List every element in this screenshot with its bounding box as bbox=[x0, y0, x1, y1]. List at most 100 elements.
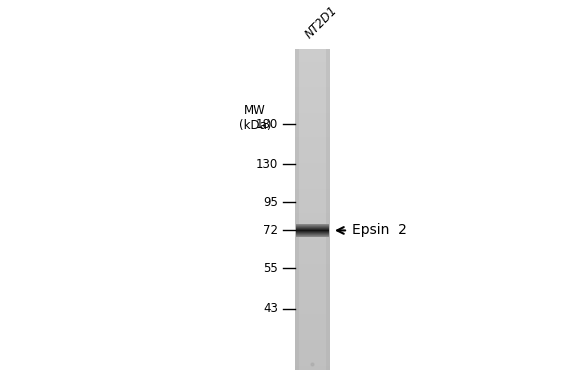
Bar bbox=[295, 52, 330, 54]
Bar bbox=[295, 67, 330, 68]
Bar bbox=[295, 200, 330, 201]
Bar bbox=[295, 81, 330, 83]
Bar bbox=[295, 271, 330, 272]
Bar bbox=[295, 121, 330, 123]
Bar bbox=[295, 50, 330, 52]
Bar bbox=[295, 324, 330, 325]
Bar bbox=[295, 269, 330, 271]
Bar bbox=[295, 79, 330, 81]
Bar bbox=[295, 356, 330, 358]
Bar bbox=[295, 84, 330, 86]
Bar bbox=[295, 49, 330, 50]
Bar bbox=[295, 155, 330, 156]
Bar bbox=[295, 223, 330, 224]
Bar bbox=[295, 263, 330, 264]
Bar bbox=[295, 96, 330, 97]
Bar bbox=[295, 158, 330, 160]
Bar bbox=[295, 119, 330, 121]
Bar bbox=[295, 322, 330, 324]
Bar bbox=[295, 86, 330, 87]
Bar bbox=[295, 131, 330, 132]
Bar bbox=[295, 57, 330, 59]
Bar bbox=[295, 353, 330, 354]
Bar bbox=[295, 321, 330, 322]
Bar bbox=[295, 205, 330, 206]
Bar bbox=[295, 153, 330, 155]
Bar bbox=[295, 346, 330, 348]
Bar bbox=[295, 99, 330, 100]
Bar bbox=[295, 147, 330, 149]
Bar bbox=[295, 327, 330, 328]
Bar bbox=[295, 337, 330, 338]
Text: NT2D1: NT2D1 bbox=[303, 4, 340, 41]
Bar bbox=[295, 268, 330, 269]
Bar bbox=[295, 173, 330, 174]
Bar bbox=[295, 226, 330, 227]
Bar bbox=[295, 264, 330, 266]
Bar bbox=[295, 300, 330, 301]
Bar bbox=[295, 169, 330, 171]
Bar bbox=[295, 179, 330, 181]
Bar bbox=[295, 358, 330, 359]
Bar bbox=[295, 141, 330, 142]
Text: 55: 55 bbox=[263, 262, 278, 275]
Bar bbox=[295, 149, 330, 150]
Bar bbox=[295, 206, 330, 208]
Bar bbox=[295, 214, 330, 216]
Bar bbox=[295, 97, 330, 99]
Bar bbox=[295, 163, 330, 164]
Bar bbox=[295, 364, 330, 366]
Bar bbox=[295, 292, 330, 293]
Bar bbox=[295, 198, 330, 200]
Bar bbox=[295, 164, 330, 166]
Bar bbox=[295, 65, 330, 67]
Bar bbox=[295, 240, 330, 242]
Bar bbox=[295, 116, 330, 118]
Bar bbox=[295, 354, 330, 356]
Bar bbox=[295, 113, 330, 115]
Bar bbox=[295, 150, 330, 152]
Bar bbox=[295, 279, 330, 280]
Bar bbox=[295, 272, 330, 274]
Bar bbox=[295, 325, 330, 327]
Bar bbox=[295, 91, 330, 92]
Bar bbox=[295, 239, 330, 240]
Bar bbox=[295, 49, 299, 370]
Bar bbox=[295, 171, 330, 173]
Bar bbox=[295, 203, 330, 205]
Bar bbox=[295, 100, 330, 102]
Bar bbox=[295, 221, 330, 223]
Bar bbox=[295, 369, 330, 370]
Bar bbox=[295, 290, 330, 292]
Bar bbox=[295, 168, 330, 169]
Text: MW
(kDa): MW (kDa) bbox=[239, 104, 271, 132]
Bar bbox=[295, 174, 330, 176]
Bar bbox=[295, 338, 330, 340]
Bar bbox=[295, 189, 330, 191]
Bar bbox=[295, 308, 330, 309]
Bar bbox=[295, 213, 330, 214]
Bar bbox=[295, 145, 330, 147]
Bar bbox=[295, 161, 330, 163]
Bar bbox=[295, 115, 330, 116]
Bar bbox=[295, 293, 330, 295]
Bar bbox=[295, 181, 330, 182]
Bar bbox=[295, 129, 330, 131]
Bar bbox=[295, 335, 330, 337]
Bar bbox=[295, 359, 330, 361]
Bar bbox=[295, 350, 330, 351]
Bar bbox=[295, 227, 330, 229]
Text: Epsin  2: Epsin 2 bbox=[352, 223, 407, 237]
Bar bbox=[326, 49, 330, 370]
Bar bbox=[295, 211, 330, 213]
Bar bbox=[295, 333, 330, 335]
Bar bbox=[295, 126, 330, 128]
Bar bbox=[295, 70, 330, 71]
Bar bbox=[295, 303, 330, 305]
Bar bbox=[295, 63, 330, 65]
Bar bbox=[295, 160, 330, 161]
Bar bbox=[295, 251, 330, 253]
Bar bbox=[295, 152, 330, 153]
Bar bbox=[295, 124, 330, 126]
Bar bbox=[295, 218, 330, 219]
